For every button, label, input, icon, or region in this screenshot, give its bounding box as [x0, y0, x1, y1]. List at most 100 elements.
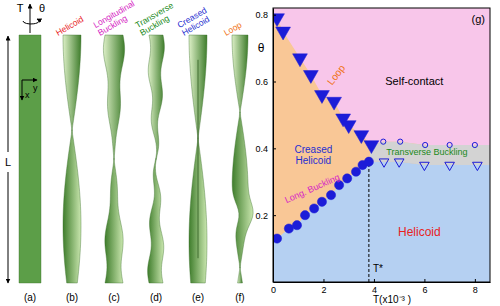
- marker: [276, 27, 291, 40]
- panel-label: (b): [66, 292, 78, 303]
- marker: [317, 197, 326, 206]
- ribbon: [103, 35, 124, 283]
- x-tick-mark: [323, 279, 324, 282]
- y-tick-label: 0.4: [255, 144, 268, 154]
- panel-label: (g): [472, 13, 485, 25]
- x-tick: 2: [321, 279, 326, 295]
- marker: [273, 234, 282, 243]
- region-loop: [273, 18, 490, 282]
- y-tick-label: 0.8: [255, 10, 268, 20]
- marker: [394, 159, 404, 167]
- y-tick-label: 0.2: [255, 211, 268, 221]
- y-tick-mark: [273, 148, 276, 149]
- marker: [326, 191, 335, 200]
- marker: [472, 142, 477, 147]
- x-tick-label: 6: [422, 285, 427, 295]
- plot-frame: [273, 8, 490, 282]
- x-tick-label: 8: [473, 285, 478, 295]
- ribbon: [148, 35, 165, 283]
- marker: [284, 224, 293, 233]
- panel-title: LongitudinalBuckling: [92, 0, 141, 38]
- y-axis-arrow: [22, 80, 37, 81]
- panel-label: (c): [108, 292, 120, 303]
- region-label: Transverse Buckling: [386, 147, 467, 157]
- y-tick-mark: [273, 15, 276, 16]
- x-tick-mark: [374, 279, 375, 282]
- tension-label: T: [17, 2, 24, 14]
- marker: [420, 162, 430, 170]
- y-tick: 0.4: [255, 144, 276, 154]
- y-tick: 0.6: [255, 77, 276, 87]
- x-tick-mark: [424, 279, 425, 282]
- y-tick-mark: [273, 82, 276, 83]
- critical-label: T*: [373, 263, 383, 274]
- length-arrow: [8, 172, 9, 283]
- panel-label: (f): [235, 292, 244, 303]
- panel-title: Helicoid: [54, 14, 85, 38]
- y-tick-label: 0.6: [255, 77, 268, 87]
- x-tick-label: 0: [271, 285, 276, 295]
- ribbon-lobe: [232, 35, 248, 113]
- marker: [398, 139, 403, 144]
- twist-label: θ: [39, 2, 45, 14]
- marker: [473, 162, 483, 170]
- ribbon-lobe: [148, 35, 164, 159]
- x-tick-mark: [475, 279, 476, 282]
- marker: [315, 91, 330, 104]
- y-axis: 0.2 0.4 0.6 0.8: [255, 9, 276, 283]
- ribbon: [63, 35, 81, 283]
- x-axis-label: x: [25, 90, 30, 100]
- panel-title: TransverseBuckling: [134, 0, 180, 38]
- marker: [341, 121, 356, 134]
- ribbon-lobe: [63, 35, 81, 130]
- twist-arrow: [23, 19, 39, 24]
- figure: (a) (b) Helicoid (c) LongitudinalBuckling (d)…: [0, 0, 500, 306]
- ribbon-lobe: [238, 268, 243, 284]
- region-self-contact: [273, 8, 490, 282]
- critical-line: [368, 162, 369, 282]
- y-axis-line: [273, 9, 274, 283]
- y-axis-title: θ: [258, 41, 265, 55]
- y-tick: 0.8: [255, 10, 276, 20]
- marker: [381, 139, 386, 144]
- panel-title: CreasedHelicoid: [176, 5, 214, 38]
- y-axis-label: y: [33, 83, 38, 93]
- x-axis-arrow: [22, 80, 23, 100]
- panel-title: Loop: [222, 19, 244, 37]
- ribbon: [189, 35, 207, 283]
- x-tick: 4: [372, 279, 377, 295]
- x-tick: 6: [422, 279, 427, 295]
- ribbon-lobe: [63, 130, 81, 283]
- marker: [303, 71, 318, 84]
- marker: [293, 54, 308, 67]
- y-tick-mark: [273, 215, 276, 216]
- marker: [292, 221, 301, 230]
- panel-label: (d): [150, 292, 162, 303]
- ribbon-lobe: [232, 113, 253, 268]
- plot-area: [273, 8, 490, 282]
- marker: [327, 97, 342, 110]
- ribbon: [19, 35, 41, 283]
- marker: [364, 157, 373, 166]
- x-axis: 0 2 4 6 8: [271, 279, 491, 295]
- marker: [445, 162, 455, 170]
- x-axis-title: T(x10⁻³ ): [373, 294, 411, 305]
- region-label: Long. Buckling: [283, 172, 341, 205]
- region-label: CreasedHelicoid: [294, 144, 332, 166]
- x-axis-line: [274, 282, 491, 283]
- marker: [364, 141, 379, 154]
- panel-label: (a): [24, 292, 36, 303]
- ribbon-lobe: [103, 35, 124, 159]
- tension-arrow: [30, 4, 31, 33]
- ribbon-lobe: [19, 35, 41, 283]
- x-tick: 8: [473, 279, 478, 295]
- length-arrow: [8, 36, 9, 152]
- region-label: Self-contact: [385, 75, 443, 87]
- crease: [198, 60, 199, 258]
- ribbon-lobe: [105, 159, 123, 283]
- length-label: L: [5, 156, 11, 168]
- marker: [273, 14, 284, 27]
- y-tick: 0.2: [255, 211, 276, 221]
- marker: [300, 211, 309, 220]
- x-tick-label: 2: [321, 285, 326, 295]
